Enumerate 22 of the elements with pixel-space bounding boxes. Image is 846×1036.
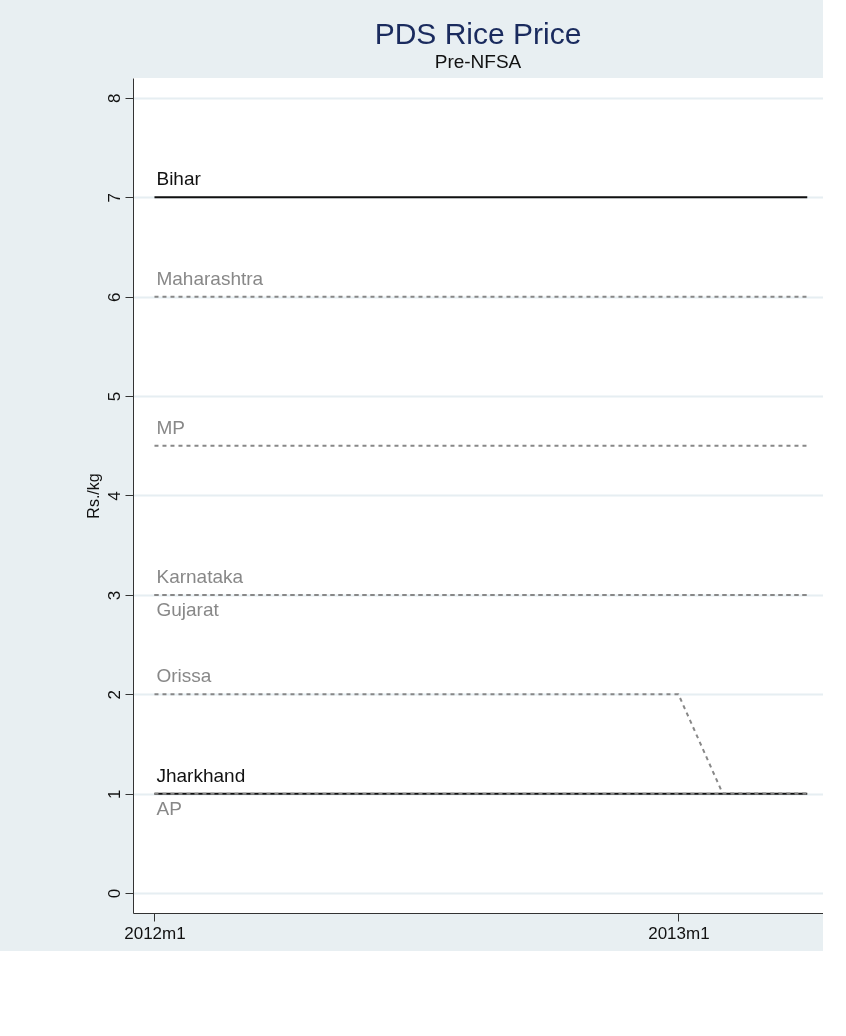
series-label: Orissa bbox=[156, 665, 212, 687]
y-tick-label: 1 bbox=[104, 789, 124, 799]
series-label: MP bbox=[156, 416, 185, 438]
y-tick-label: 0 bbox=[104, 888, 124, 899]
x-tick-label: 2012m1 bbox=[124, 923, 186, 943]
x-tick-label: 2013m1 bbox=[648, 923, 710, 943]
y-axis-title: Rs./kg bbox=[84, 473, 102, 519]
y-tick-label: 7 bbox=[104, 193, 124, 203]
series-label: AP bbox=[156, 797, 182, 819]
series-label: Jharkhand bbox=[156, 764, 246, 786]
chart-title: PDS Rice Price bbox=[374, 17, 582, 50]
y-tick-label: 4 bbox=[104, 491, 124, 501]
y-tick-label: 3 bbox=[104, 590, 124, 601]
chart-subtitle: Pre-NFSA bbox=[434, 51, 522, 72]
series-label: Gujarat bbox=[156, 598, 220, 620]
y-tick-label: 6 bbox=[104, 292, 124, 302]
series-label: Maharashtra bbox=[156, 267, 264, 289]
series-label: Bihar bbox=[156, 168, 202, 190]
y-tick-label: 5 bbox=[104, 391, 124, 402]
series-label: Karnataka bbox=[156, 565, 244, 587]
y-tick-label: 8 bbox=[104, 93, 124, 104]
y-tick-label: 2 bbox=[104, 690, 124, 700]
